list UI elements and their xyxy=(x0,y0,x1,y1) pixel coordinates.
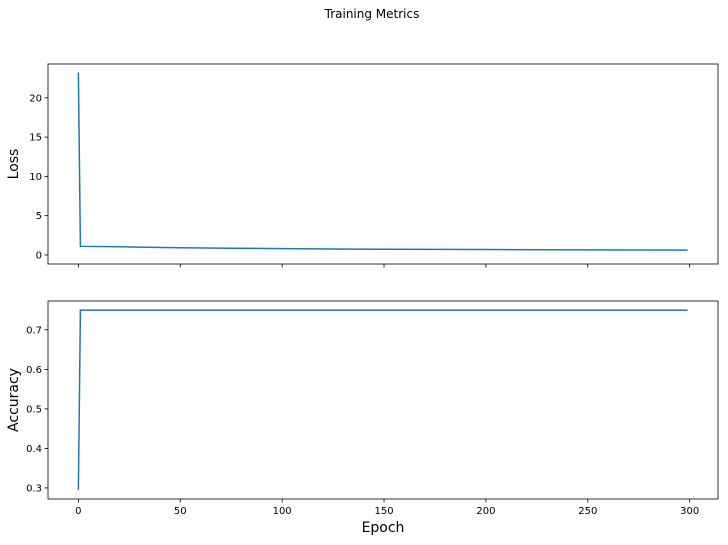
loss-y-tick-label: 20 xyxy=(29,93,42,104)
x-tick-label: 0 xyxy=(75,506,81,517)
accuracy-y-tick-label: 0.5 xyxy=(26,404,42,415)
loss-y-tick-label: 0 xyxy=(36,250,42,261)
x-tick-label: 50 xyxy=(174,506,187,517)
loss-y-tick-label: 10 xyxy=(29,172,42,183)
loss-y-tick-label: 5 xyxy=(36,211,42,222)
loss-subplot: 0 5 10 15 20 Loss xyxy=(6,63,719,268)
x-tick-label: 250 xyxy=(578,506,597,517)
accuracy-subplot: 0.3 0.4 0.5 0.6 0.7 0 50 100 150 200 250 300 Accurac… xyxy=(6,300,719,517)
figure-title: Training Metrics xyxy=(324,7,420,21)
accuracy-series-line xyxy=(77,309,688,490)
accuracy-axes-frame xyxy=(47,300,719,500)
axes-layer: 0 5 10 15 20 Loss 0.3 0.4 0.5 0.6 0.7 0 50 100 150 200 2… xyxy=(6,63,719,517)
loss-series-line xyxy=(77,72,688,251)
x-tick-label: 300 xyxy=(680,506,699,517)
loss-axes-frame xyxy=(47,63,719,265)
x-axis-label: Epoch xyxy=(362,520,405,536)
accuracy-y-tick-label: 0.3 xyxy=(26,483,42,494)
accuracy-y-axis-label: Accuracy xyxy=(6,368,22,432)
x-tick-label: 100 xyxy=(273,506,292,517)
loss-y-tick-label: 15 xyxy=(29,133,42,144)
accuracy-y-tick-label: 0.4 xyxy=(26,444,42,455)
loss-y-axis-label: Loss xyxy=(6,149,22,180)
x-tick-label: 150 xyxy=(374,506,393,517)
x-tick-label: 200 xyxy=(476,506,495,517)
accuracy-y-tick-label: 0.7 xyxy=(26,325,42,336)
accuracy-y-tick-label: 0.6 xyxy=(26,365,42,376)
